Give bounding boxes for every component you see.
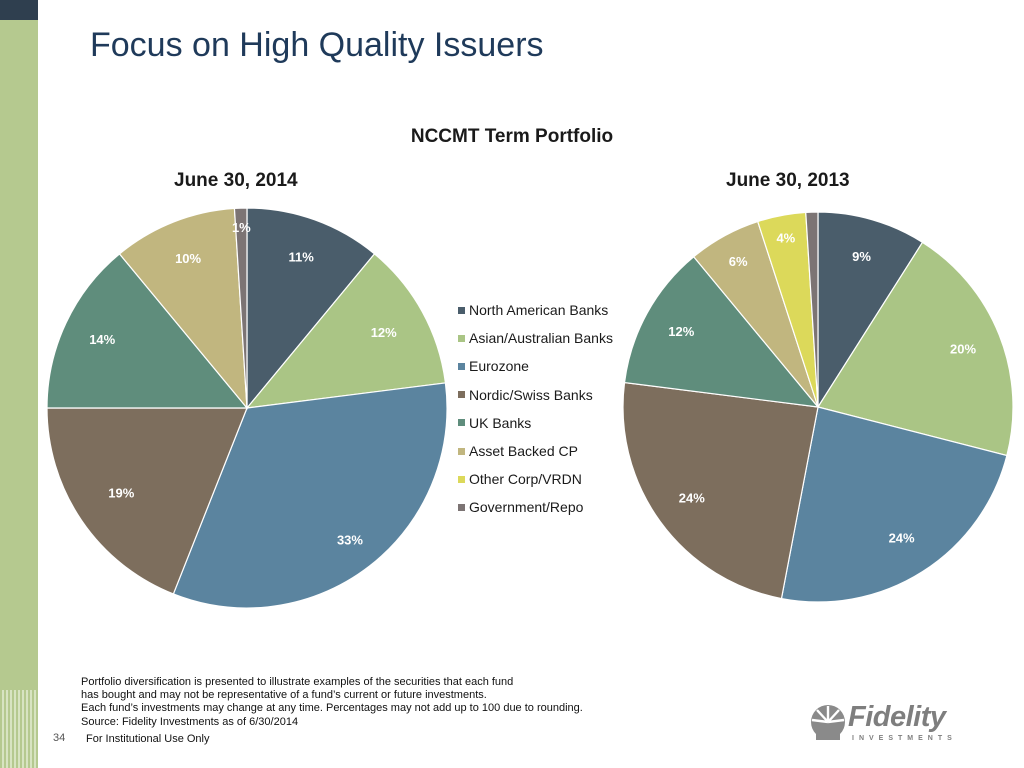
data-label: 24% [889, 531, 915, 546]
data-label: 24% [679, 491, 705, 506]
legend-swatch [458, 306, 465, 314]
data-label: 14% [89, 332, 115, 347]
legend-label: Nordic/Swiss Banks [469, 386, 593, 403]
footnote-line: has bought and may not be representative… [81, 689, 487, 702]
legend-swatch [458, 419, 465, 427]
logo-wordmark: Fidelity [848, 701, 946, 733]
pie-slice [46, 253, 249, 409]
legend-swatch [458, 391, 465, 399]
footnote: Portfolio diversification is presented t… [81, 676, 583, 729]
pie-slice [46, 407, 248, 595]
legend-swatch [458, 475, 465, 483]
legend-item: Government/Repo [458, 493, 613, 521]
data-label: 1% [802, 189, 821, 204]
pie-slice [623, 255, 820, 408]
data-label: 4% [776, 230, 795, 245]
pie-slice [817, 241, 1014, 457]
legend-label: North American Banks [469, 302, 609, 319]
legend-item: Other Corp/VRDN [458, 465, 613, 493]
legend-item: North American Banks [458, 296, 613, 324]
logo-subtitle: INVESTMENTS [852, 735, 957, 742]
pie-slice [233, 207, 248, 409]
side-accent-top [0, 0, 38, 20]
pie-title-2014: June 30, 2014 [174, 170, 298, 191]
legend-swatch [458, 447, 465, 455]
legend-swatch [458, 334, 465, 342]
legend-swatch [458, 362, 465, 370]
footnote-line: Portfolio diversification is presented t… [81, 676, 514, 688]
data-label: 6% [729, 254, 748, 269]
footer-label: For Institutional Use Only [86, 733, 210, 745]
pie-slice [805, 211, 819, 408]
pie-slice [817, 211, 924, 410]
data-label: 12% [371, 325, 397, 340]
legend-item: Eurozone [458, 352, 613, 380]
slide-title: Focus on High Quality Issuers [90, 26, 544, 64]
logo-icon [811, 705, 845, 740]
side-accent-bar [0, 0, 38, 768]
legend-label: Asset Backed CP [469, 443, 578, 460]
pie-slice [246, 207, 376, 410]
legend-swatch [458, 503, 465, 511]
footnote-line: Source: Fidelity Investments as of 6/30/… [81, 715, 299, 728]
data-label: 12% [668, 324, 694, 339]
side-accent-stripes [0, 690, 38, 768]
pie-slice [622, 381, 819, 600]
legend-item: UK Banks [458, 409, 613, 437]
data-label: 33% [337, 533, 363, 548]
pie-slice [172, 382, 448, 609]
pie-title-2013: June 30, 2013 [726, 170, 850, 191]
pie-slice [118, 207, 248, 410]
pie-slice [245, 253, 447, 409]
legend-label: UK Banks [469, 414, 532, 431]
data-label: 19% [108, 485, 134, 500]
legend-label: Eurozone [469, 358, 529, 375]
chart-legend: North American Banks Asian/Australian Ba… [458, 296, 613, 522]
data-label: 1% [232, 220, 251, 235]
data-label: 11% [289, 249, 315, 264]
legend-item: Nordic/Swiss Banks [458, 381, 613, 409]
legend-item: Asset Backed CP [458, 437, 613, 465]
pie-slice [780, 406, 1008, 603]
data-label: 20% [950, 342, 976, 357]
data-label: 9% [852, 249, 871, 264]
legend-label: Asian/Australian Banks [469, 330, 613, 347]
data-label: 10% [175, 251, 201, 266]
chart-title: NCCMT Term Portfolio [410, 126, 614, 147]
legend-item: Asian/Australian Banks [458, 324, 613, 352]
fidelity-logo: Fidelity INVESTMENTS [808, 701, 983, 746]
legend-label: Other Corp/VRDN [469, 471, 582, 488]
page-number: 34 [53, 732, 66, 744]
footnote-line: Each fund’s investments may change at an… [81, 702, 583, 715]
legend-label: Government/Repo [469, 499, 584, 516]
